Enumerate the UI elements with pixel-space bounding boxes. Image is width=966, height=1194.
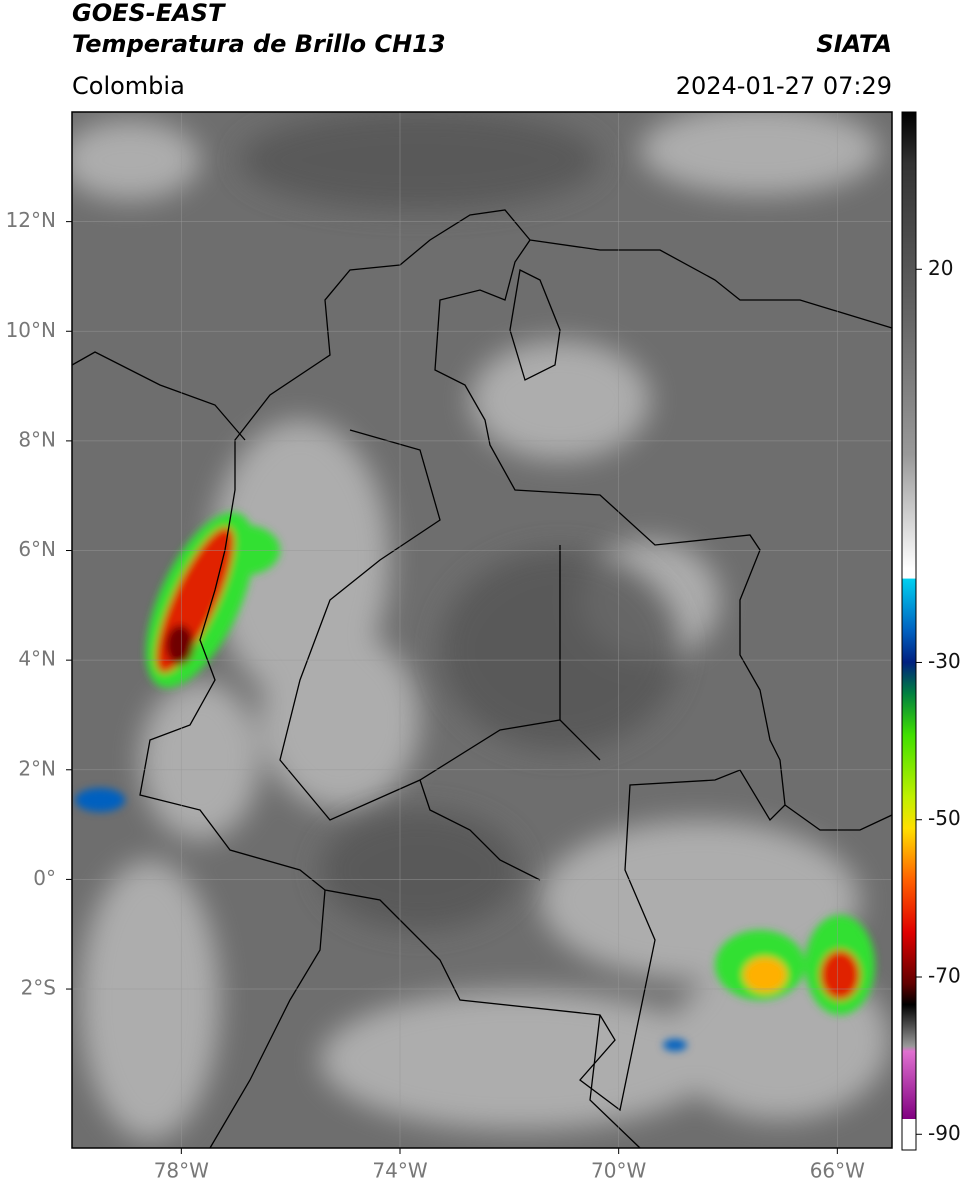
colorbar <box>901 111 917 1151</box>
y-tick-label: 6°N <box>18 537 56 561</box>
map <box>72 112 892 1148</box>
colorbar-label: -70 <box>928 964 961 988</box>
region: Colombia <box>72 72 185 100</box>
x-tick-label: 66°W <box>810 1159 865 1183</box>
y-tick-label: 2°S <box>21 976 56 1000</box>
satellite: GOES-EAST <box>72 0 226 27</box>
x-tick-label: 70°W <box>591 1159 646 1183</box>
colorbar-label: -50 <box>928 806 961 830</box>
source: SIATA <box>816 30 892 58</box>
x-tick-label: 74°W <box>372 1159 427 1183</box>
x-tick-label: 78°W <box>154 1159 209 1183</box>
y-tick-label: 4°N <box>18 647 56 671</box>
map-frame <box>71 111 893 1149</box>
colorbar-label: -90 <box>928 1121 961 1145</box>
datetime: 2024-01-27 07:29 <box>676 72 892 100</box>
y-tick-label: 8°N <box>18 427 56 451</box>
product: Temperatura de Brillo CH13 <box>72 30 446 58</box>
clouds <box>72 112 890 1140</box>
gridlines <box>72 112 892 1148</box>
y-tick-label: 0° <box>33 866 56 890</box>
y-tick-label: 10°N <box>6 318 56 342</box>
y-tick-label: 2°N <box>18 756 56 780</box>
borders <box>72 209 892 1148</box>
colorbar-label: 20 <box>928 256 953 280</box>
y-tick-label: 12°N <box>6 208 56 232</box>
colorbar-label: -30 <box>928 649 961 673</box>
convection <box>75 512 875 1051</box>
